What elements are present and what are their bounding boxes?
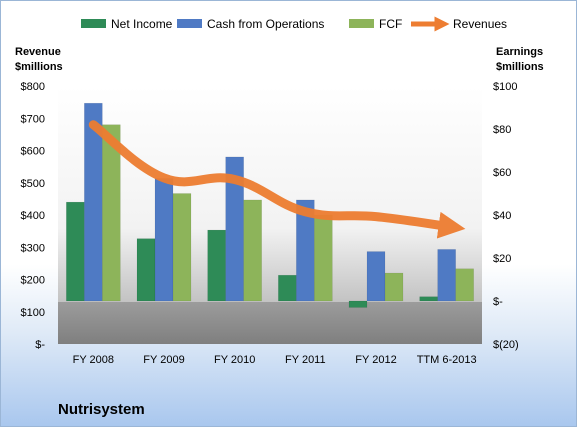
plot-floor	[58, 302, 482, 344]
bar-cash-from-operations	[155, 178, 173, 301]
left-tick-label: $-	[35, 339, 45, 351]
category-label: FY 2009	[143, 354, 184, 366]
left-axis-title-line2: $millions	[15, 61, 63, 73]
bar-net-income	[349, 301, 367, 307]
bar-net-income	[137, 239, 155, 301]
bar-net-income	[66, 202, 84, 301]
category-labels: FY 2008 FY 2009 FY 2010 FY 2011 FY 2012 TTM 6…	[73, 354, 477, 366]
legend-label: FCF	[379, 17, 402, 31]
bar-net-income	[278, 275, 296, 301]
left-tick-label: $600	[21, 146, 45, 158]
left-tick-label: $300	[21, 242, 45, 254]
bar-fcf	[244, 200, 262, 301]
legend-swatch	[81, 19, 106, 28]
right-tick-label: $-	[493, 296, 503, 308]
right-axis-title-line2: $millions	[496, 61, 544, 73]
left-axis-ticks: $- $100 $200 $300 $400 $500 $600 $700 $800	[21, 81, 46, 351]
bar-fcf	[314, 215, 332, 301]
left-tick-label: $700	[21, 113, 45, 125]
chart-title: Nutrisystem	[58, 401, 145, 418]
category-label: FY 2012	[355, 354, 396, 366]
category-label: FY 2008	[73, 354, 114, 366]
right-tick-label: $80	[493, 124, 511, 136]
right-tick-label: $20	[493, 253, 511, 265]
right-axis-title-line1: Earnings	[496, 46, 543, 58]
left-tick-label: $400	[21, 210, 45, 222]
legend-label: Revenues	[453, 17, 507, 31]
bar-net-income	[420, 297, 438, 301]
left-tick-label: $200	[21, 275, 45, 287]
bar-cash-from-operations	[367, 252, 385, 301]
right-tick-label: $60	[493, 167, 511, 179]
bar-fcf	[456, 269, 474, 301]
legend-label: Cash from Operations	[207, 17, 324, 31]
left-axis-title-line1: Revenue	[15, 46, 61, 58]
legend-swatch	[177, 19, 202, 28]
legend-label: Net Income	[111, 17, 173, 31]
left-tick-label: $500	[21, 178, 45, 190]
left-tick-label: $800	[21, 81, 45, 93]
legend-swatch	[349, 19, 374, 28]
left-tick-label: $100	[21, 307, 45, 319]
right-tick-label: $40	[493, 210, 511, 222]
right-axis-ticks: $(20) $- $20 $40 $60 $80 $100	[493, 81, 519, 351]
bar-cash-from-operations	[438, 249, 456, 301]
right-tick-label: $(20)	[493, 339, 519, 351]
legend: Net Income Cash from Operations FCF Revenue…	[81, 17, 507, 31]
bar-fcf	[385, 273, 403, 301]
bar-net-income	[208, 230, 226, 301]
right-tick-label: $100	[493, 81, 517, 93]
bar-fcf	[173, 194, 191, 302]
category-label: FY 2011	[285, 354, 326, 366]
category-label: FY 2010	[214, 354, 255, 366]
category-label: TTM 6-2013	[417, 354, 477, 366]
